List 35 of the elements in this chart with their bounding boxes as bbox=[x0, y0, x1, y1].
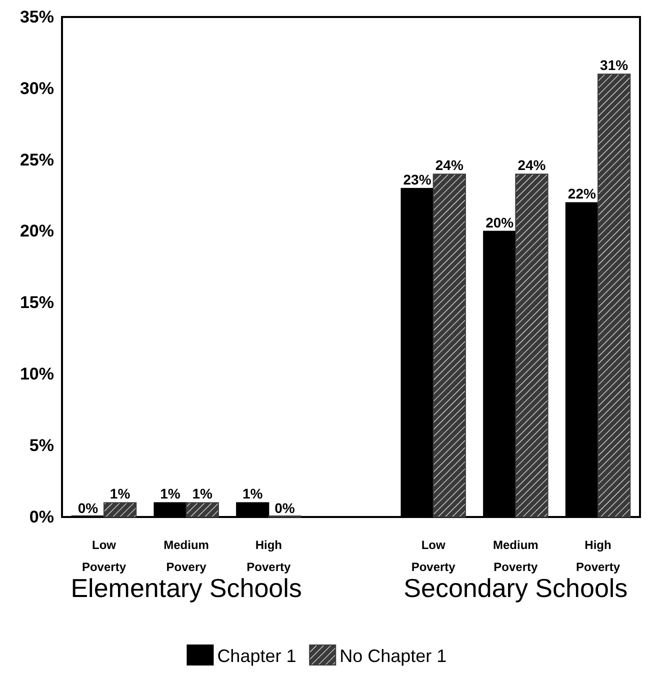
y-tick-label: 35% bbox=[20, 7, 54, 26]
data-label: 1% bbox=[242, 486, 264, 502]
y-tick-label: 5% bbox=[29, 436, 54, 456]
data-label: 0% bbox=[78, 500, 99, 516]
data-label: 22% bbox=[568, 186, 597, 202]
bar bbox=[432, 174, 466, 518]
data-label: 1% bbox=[192, 486, 214, 502]
data-label: 1% bbox=[160, 486, 181, 502]
x-tick-label: High Poverty bbox=[576, 538, 620, 574]
y-tick-label: 30% bbox=[20, 78, 54, 98]
bar bbox=[598, 74, 631, 518]
bar bbox=[186, 502, 219, 518]
data-label: 23% bbox=[403, 171, 432, 188]
x-tick-label: Medium Poverty bbox=[493, 538, 538, 574]
text: Elementary Schools bbox=[70, 573, 302, 603]
x-tick-label: Low Poverty bbox=[411, 538, 456, 574]
data-label: 24% bbox=[435, 157, 464, 174]
text: Secondary Schools bbox=[404, 573, 628, 603]
x-tick-label: Medium Povery bbox=[164, 538, 209, 574]
y-tick-label: 10% bbox=[20, 364, 54, 384]
x-tick-label: Low Poverty bbox=[82, 538, 126, 574]
y-tick-label: 25% bbox=[20, 150, 54, 170]
data-label: 1% bbox=[110, 486, 131, 502]
x-tick-label: High Poverty bbox=[246, 538, 291, 574]
data-label: 31% bbox=[600, 57, 629, 74]
y-tick-label: 20% bbox=[20, 222, 54, 241]
legend-label: No Chapter 1 bbox=[340, 646, 447, 666]
data-label: 20% bbox=[486, 214, 514, 230]
data-label: 24% bbox=[518, 157, 546, 174]
data-label: 0% bbox=[274, 500, 296, 516]
bar bbox=[515, 174, 548, 518]
bar bbox=[103, 502, 137, 518]
y-tick-label: 0% bbox=[29, 507, 54, 526]
legend-label: Chapter 1 bbox=[217, 646, 296, 666]
y-tick-label: 15% bbox=[20, 293, 54, 312]
